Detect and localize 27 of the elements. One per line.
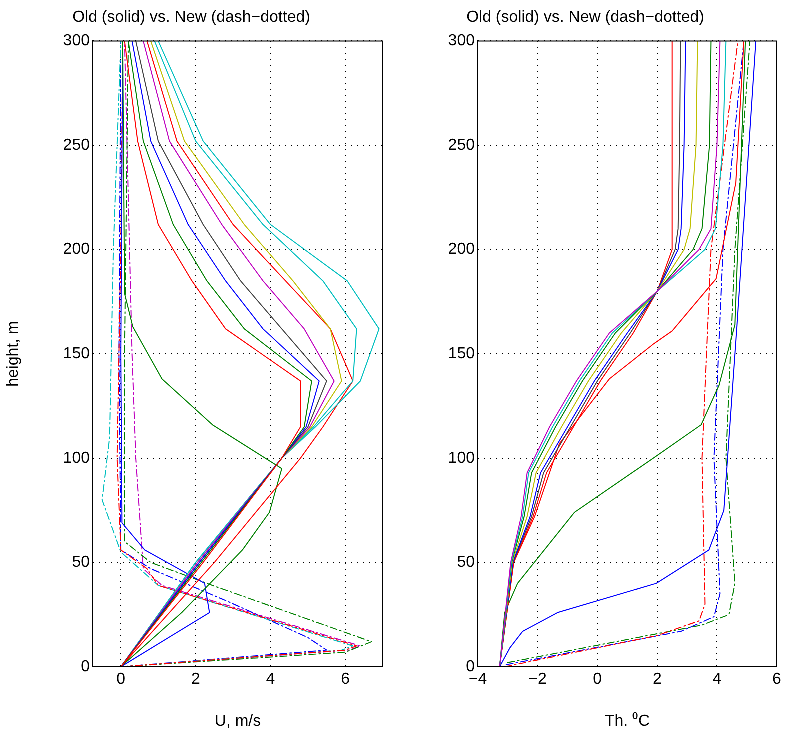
x-tick-label: 2 (191, 671, 200, 688)
y-tick-label: 0 (81, 658, 90, 676)
y-tick-label: 100 (448, 450, 476, 467)
chart-title: Old (solid) vs. New (dash−dotted) (466, 9, 704, 26)
y-tick-label: 150 (63, 346, 90, 363)
y-axis-title: height, m (5, 321, 22, 388)
x-tick-label: 2 (652, 671, 662, 688)
y-tick-label: 150 (448, 346, 476, 363)
x-tick-label: 0 (593, 671, 602, 688)
y-tick-label: 50 (457, 554, 476, 572)
y-tick-label: 100 (63, 450, 90, 467)
x-tick-label: 0 (116, 671, 126, 688)
y-tick-label: 300 (448, 32, 476, 50)
y-tick-label: 250 (63, 136, 90, 154)
y-tick-label: 50 (72, 554, 90, 572)
x-tick-label: 4 (266, 671, 276, 688)
y-tick-label: 200 (448, 241, 476, 258)
x-tick-label: −2 (528, 671, 548, 688)
x-tick-label: 6 (772, 671, 782, 688)
x-tick-label: 6 (341, 671, 350, 688)
y-tick-label: 250 (448, 136, 476, 154)
x-axis-title: U, m/s (214, 712, 262, 730)
x-tick-label: 4 (712, 671, 722, 688)
y-tick-label: 300 (63, 32, 90, 50)
y-tick-label: 200 (63, 241, 90, 258)
x-axis-title: Th. ⁰C (604, 712, 650, 730)
chart-title: Old (solid) vs. New (dash−dotted) (72, 9, 310, 26)
